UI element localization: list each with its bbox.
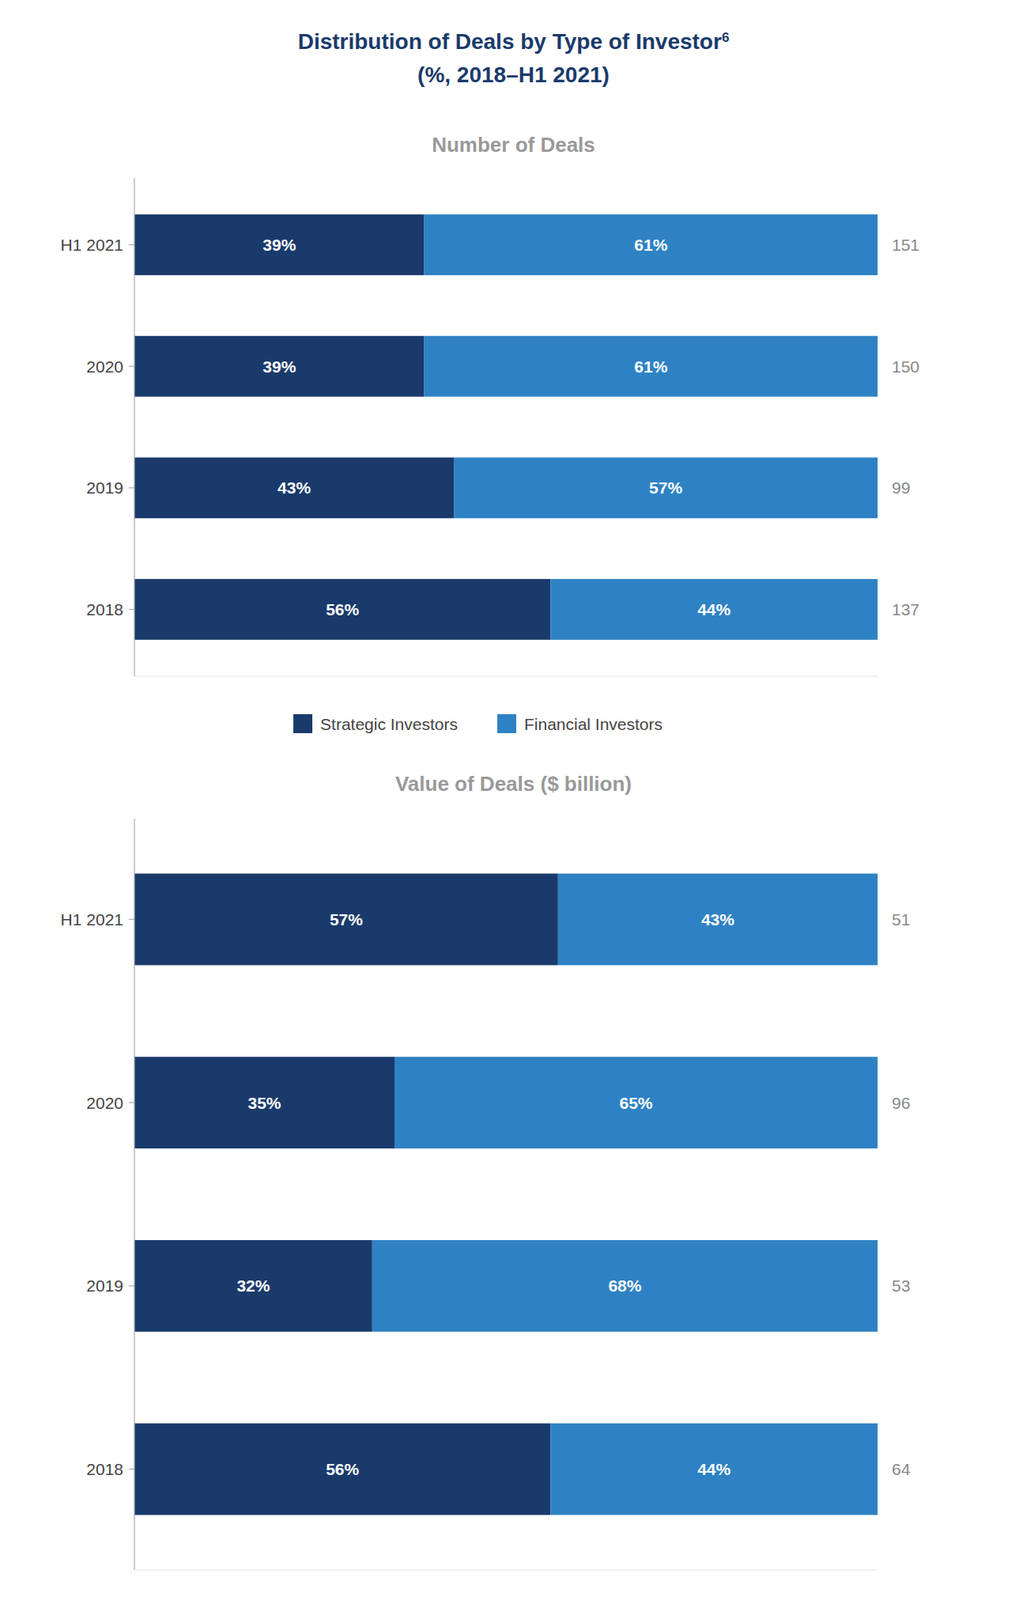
total-label: 151 <box>891 235 920 254</box>
data-label: 32% <box>236 1276 270 1295</box>
tick <box>128 1102 135 1103</box>
data-label: 61% <box>634 357 668 376</box>
bar <box>558 873 878 966</box>
range-line <box>134 1569 878 1571</box>
title-superscript: 6 <box>721 30 729 46</box>
tick-label: H1 2021 <box>60 909 124 929</box>
data-label: 44% <box>697 600 731 619</box>
tick-label: 2020 <box>86 1093 124 1112</box>
bar <box>550 1423 878 1515</box>
bar <box>134 214 425 276</box>
bars <box>134 873 878 1515</box>
data-label: 57% <box>329 909 363 929</box>
legend-label: Strategic Investors <box>320 714 458 733</box>
bar <box>372 1239 878 1332</box>
data-label: 61% <box>634 235 668 254</box>
bar <box>134 873 559 966</box>
bar <box>424 214 878 276</box>
tick <box>128 1468 135 1469</box>
chart: Number of Deals 39% 61% 151 39% 61% 150 43% 57% 9… <box>60 132 920 733</box>
legend-swatch <box>497 713 517 733</box>
range-line <box>134 675 878 677</box>
tick <box>128 487 135 488</box>
data-label: 43% <box>277 478 311 497</box>
data-label: 43% <box>701 909 735 929</box>
chart-page: Distribution of Deals by Type of Investo… <box>0 0 1027 1600</box>
axis-line <box>133 818 135 1570</box>
tick-label: 2019 <box>86 478 124 497</box>
data-label: 39% <box>262 357 296 376</box>
tick <box>128 366 135 367</box>
title-group: Distribution of Deals by Type of Investo… <box>298 29 730 54</box>
total-label: 64 <box>891 1459 911 1478</box>
data-label: 65% <box>619 1093 653 1112</box>
tick-label: 2019 <box>86 1276 124 1295</box>
data-label: 44% <box>697 1459 731 1478</box>
chart-title: Number of Deals <box>431 132 596 157</box>
axis-line <box>133 177 135 676</box>
subtitle: (%, 2018–H1 2021) <box>417 62 610 87</box>
bar <box>453 456 878 518</box>
bar <box>134 456 454 518</box>
bar <box>134 1423 551 1515</box>
bar <box>134 1239 373 1332</box>
bar <box>394 1056 878 1148</box>
tick-label: 2018 <box>86 600 124 619</box>
chart: Value of Deals ($ billion) 57% 43% 51 35% 65%… <box>60 771 911 1570</box>
total-label: 51 <box>891 909 910 929</box>
tick <box>128 244 135 246</box>
bars <box>134 214 878 640</box>
bar <box>424 336 878 397</box>
title: Distribution of Deals by Type of Investo… <box>298 29 722 54</box>
bar <box>134 1056 395 1148</box>
labels: 39% 61% 151 39% 61% 150 43% 57% 99 56% 44% 137 <box>262 235 920 619</box>
tick-label: 2018 <box>86 1459 124 1478</box>
legend-label: Financial Investors <box>524 714 663 733</box>
tick-label: 2020 <box>86 357 124 376</box>
legend-swatch <box>293 713 313 733</box>
bar <box>550 578 878 640</box>
labels: 57% 43% 51 35% 65% 96 32% 68% 53 56% 44% 64 <box>236 909 910 1478</box>
tick <box>128 1284 135 1286</box>
chart-title: Value of Deals ($ billion) <box>395 771 632 796</box>
total-label: 99 <box>891 478 910 497</box>
data-label: 57% <box>649 478 683 497</box>
data-label: 35% <box>247 1093 281 1112</box>
total-label: 150 <box>891 357 920 376</box>
total-label: 137 <box>891 600 920 619</box>
legend: Strategic Investors Financial Investors <box>293 713 663 733</box>
total-label: 96 <box>891 1093 910 1112</box>
tick <box>128 918 135 920</box>
data-label: 56% <box>325 600 359 619</box>
bar <box>134 578 551 640</box>
tick <box>128 608 135 610</box>
bar <box>134 336 425 397</box>
background <box>0 0 1027 1600</box>
data-label: 56% <box>325 1459 359 1478</box>
data-label: 39% <box>262 235 296 254</box>
data-label: 68% <box>607 1276 642 1295</box>
tick-label: H1 2021 <box>60 235 124 254</box>
total-label: 53 <box>891 1276 910 1295</box>
